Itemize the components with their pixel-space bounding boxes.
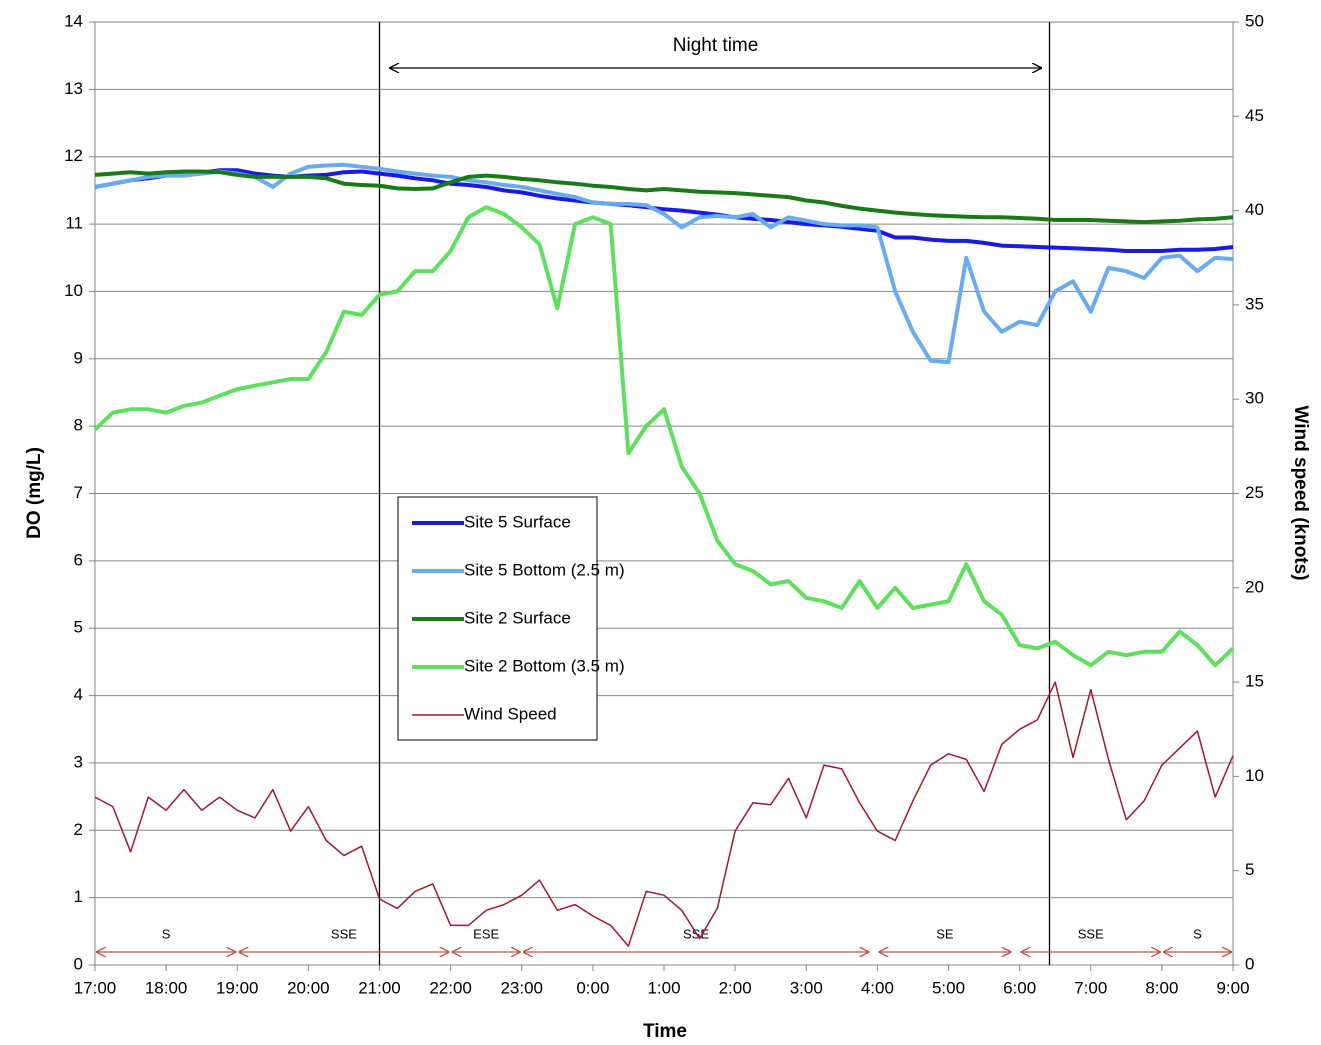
wind-direction-label: SE (936, 926, 954, 941)
y-tick-label: 10 (64, 281, 83, 300)
x-tick-label: 19:00 (216, 978, 259, 997)
wind-direction-label: S (1193, 926, 1202, 941)
series-line (94, 162, 1234, 365)
y-tick-label: 8 (74, 416, 83, 435)
y2-tick-label: 10 (1245, 766, 1264, 785)
x-tick-label: 6:00 (1003, 978, 1036, 997)
y-tick-label: 0 (74, 954, 83, 973)
y2-tick-label: 35 (1245, 294, 1264, 313)
y-tick-label: 1 (74, 887, 83, 906)
x-tick-label: 9:00 (1216, 978, 1249, 997)
x-tick-label: 0:00 (576, 978, 609, 997)
y-tick-label: 5 (74, 618, 83, 637)
x-tick-label: 5:00 (932, 978, 965, 997)
legend-label: Site 2 Surface (464, 608, 571, 627)
y-tick-label: 6 (74, 550, 83, 569)
legend-label: Site 5 Bottom (2.5 m) (464, 560, 625, 579)
y-tick-label: 14 (64, 11, 83, 30)
wind-direction-label: S (162, 926, 171, 941)
series-line (94, 681, 1234, 947)
legend-label: Wind Speed (464, 704, 557, 723)
y2-tick-label: 30 (1245, 389, 1264, 408)
x-tick-label: 4:00 (861, 978, 894, 997)
y2-tick-label: 50 (1245, 11, 1264, 30)
x-tick-label: 22:00 (429, 978, 472, 997)
x-tick-label: 8:00 (1145, 978, 1178, 997)
y2-tick-label: 5 (1245, 860, 1254, 879)
wind-direction-label: SSE (331, 926, 357, 941)
series-line (94, 169, 1234, 225)
wind-direction-label: SSE (1078, 926, 1104, 941)
y2-tick-label: 15 (1245, 672, 1264, 691)
x-tick-label: 3:00 (790, 978, 823, 997)
legend-label: Site 2 Bottom (3.5 m) (464, 656, 625, 675)
y-tick-label: 2 (74, 820, 83, 839)
y-tick-label: 11 (65, 214, 83, 233)
series-line (93, 205, 1235, 668)
y2-tick-label: 20 (1245, 577, 1264, 596)
y-axis-title: DO (mg/L) (24, 447, 45, 539)
y2-tick-label: 40 (1245, 200, 1264, 219)
y-tick-label: 9 (74, 348, 83, 367)
y2-tick-label: 0 (1245, 954, 1254, 973)
y-tick-label: 7 (74, 483, 83, 502)
y-tick-label: 4 (74, 685, 83, 704)
night-label: Night time (673, 35, 759, 56)
y-tick-label: 3 (74, 752, 83, 771)
x-tick-label: 18:00 (145, 978, 188, 997)
y2-tick-label: 45 (1245, 106, 1264, 125)
x-tick-label: 1:00 (647, 978, 680, 997)
y2-axis-title: Wind speed (knots) (1290, 405, 1311, 580)
x-tick-label: 17:00 (74, 978, 117, 997)
x-axis-title: Time (643, 1021, 687, 1042)
wind-direction-label: ESE (473, 926, 499, 941)
x-tick-label: 23:00 (500, 978, 543, 997)
y-tick-label: 13 (64, 79, 83, 98)
x-tick-label: 2:00 (719, 978, 752, 997)
x-tick-label: 20:00 (287, 978, 330, 997)
legend-label: Site 5 Surface (464, 512, 571, 531)
x-tick-label: 7:00 (1074, 978, 1107, 997)
y-tick-label: 12 (64, 146, 83, 165)
y2-tick-label: 25 (1245, 483, 1264, 502)
x-tick-label: 21:00 (358, 978, 401, 997)
